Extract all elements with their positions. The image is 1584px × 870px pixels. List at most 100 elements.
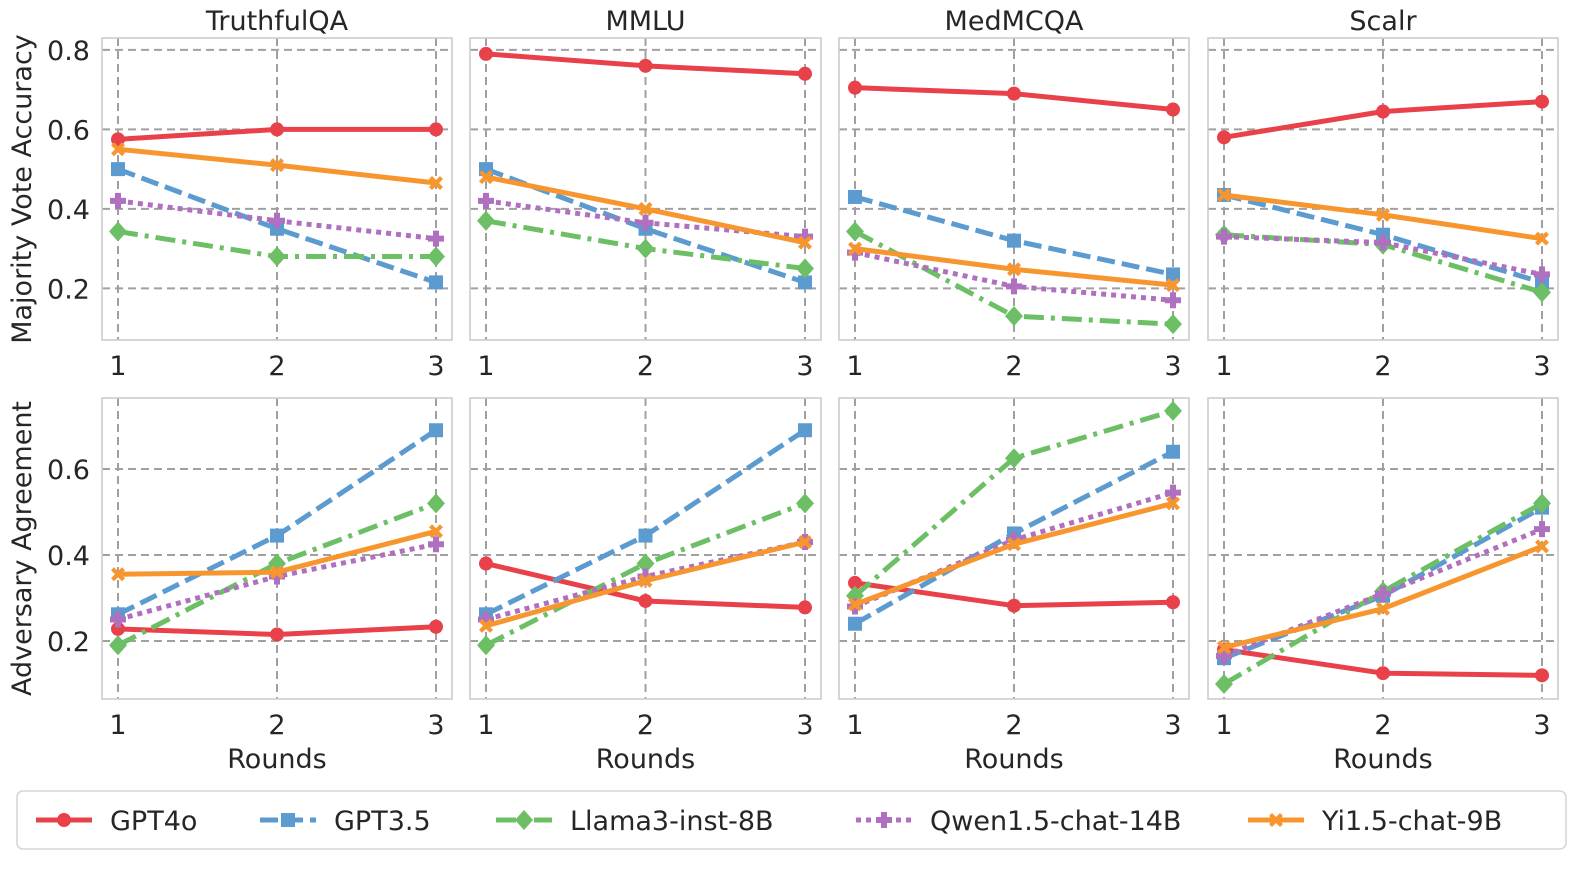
data-point-qwen1-5-chat-14b-1	[847, 244, 863, 261]
x-tick-label: 1	[846, 351, 863, 382]
data-point-qwen1-5-chat-14b-1	[1216, 228, 1232, 245]
panel-scalr-r2: 1 2 3 Rounds	[1207, 397, 1559, 775]
y-axis-label: Majority Vote Accuracy	[7, 34, 38, 344]
panel-title: MMLU	[605, 6, 685, 37]
data-point-gpt4o-2	[270, 122, 284, 137]
data-point-qwen1-5-chat-14b-2	[1006, 278, 1022, 295]
data-point-gpt4o-1	[479, 556, 493, 571]
legend: GPT4o GPT3.5 Llama3-inst-8B Qwen1.5-chat-14…	[16, 790, 1567, 850]
data-point-yi1-5-chat-9b-2	[1007, 262, 1021, 277]
data-point-gpt3-5-1	[848, 189, 862, 204]
x-tick-label: 3	[427, 351, 444, 382]
x-tick-label: 1	[477, 710, 494, 741]
x-axis-label: Rounds	[596, 744, 696, 775]
data-point-llama3-inst-8b-3	[1533, 282, 1551, 303]
y-tick-label: 0.6	[47, 115, 90, 146]
data-point-qwen1-5-chat-14b-3	[1534, 266, 1550, 283]
x-tick-label: 2	[1374, 710, 1391, 741]
series-line-qwen1-5-chat-14b	[1223, 234, 1543, 277]
legend-label-llama3-inst-8b: Llama3-inst-8B	[570, 806, 774, 837]
panel-mmlu-r1: 1 2 3 MMLU	[469, 6, 822, 382]
data-point-gpt4o-2	[638, 593, 653, 608]
panel-truthfulqa-r1: 1 2 3 0.2 0.4 0.6 0.8 Majority Vote Accuracy Tru…	[7, 6, 453, 382]
panel-title: MedMCQA	[945, 6, 1084, 37]
data-point-yi1-5-chat-9b-1	[111, 567, 125, 582]
data-point-qwen1-5-chat-14b-3	[1165, 292, 1181, 309]
legend-marker-qwen1-5-chat-14b	[876, 812, 892, 828]
data-point-yi1-5-chat-9b-1	[848, 241, 862, 256]
x-axis-label: Rounds	[227, 744, 327, 775]
data-point-llama3-inst-8b-3	[1164, 314, 1182, 335]
y-axis-label: Adversary Agreement	[7, 401, 38, 696]
x-tick-label: 2	[637, 710, 654, 741]
data-point-gpt3-5-2	[638, 528, 653, 543]
data-point-gpt3-5-3	[429, 423, 443, 438]
data-point-yi1-5-chat-9b-3	[429, 176, 443, 191]
plot-frame	[838, 397, 1190, 700]
data-point-qwen1-5-chat-14b-2	[269, 568, 285, 585]
data-point-gpt3-5-1	[111, 162, 125, 177]
x-tick-label: 3	[796, 710, 813, 741]
data-point-gpt3-5-3	[1166, 267, 1180, 282]
data-point-gpt4o-1	[1217, 130, 1231, 145]
y-tick-label: 0.4	[47, 195, 90, 226]
plot-frame	[838, 37, 1190, 341]
data-point-qwen1-5-chat-14b-1	[478, 611, 494, 628]
data-point-qwen1-5-chat-14b-3	[428, 230, 444, 247]
x-tick-label: 2	[268, 351, 285, 382]
panel-scalr-r1: 1 2 3 Scalr	[1207, 6, 1559, 382]
plot-frame	[469, 37, 822, 341]
legend-label-yi1-5-chat-9b: Yi1.5-chat-9B	[1321, 806, 1502, 837]
x-tick-label: 3	[1533, 351, 1550, 382]
data-point-yi1-5-chat-9b-1	[1217, 640, 1231, 655]
data-point-qwen1-5-chat-14b-2	[1375, 585, 1391, 602]
data-point-gpt4o-1	[479, 46, 493, 61]
data-point-gpt3-5-3	[429, 275, 443, 290]
data-point-qwen1-5-chat-14b-3	[1534, 521, 1550, 538]
data-point-yi1-5-chat-9b-3	[429, 524, 443, 539]
data-point-gpt4o-1	[111, 621, 125, 636]
data-point-yi1-5-chat-9b-2	[638, 573, 653, 588]
data-point-gpt4o-3	[1166, 595, 1180, 610]
plot-frame	[469, 397, 822, 700]
data-point-llama3-inst-8b-3	[427, 493, 445, 514]
data-point-yi1-5-chat-9b-2	[270, 565, 284, 580]
data-point-yi1-5-chat-9b-1	[1217, 187, 1231, 202]
data-point-llama3-inst-8b-1	[109, 635, 127, 656]
data-point-qwen1-5-chat-14b-1	[478, 192, 494, 209]
data-point-gpt4o-3	[1535, 94, 1549, 109]
panel-title: Scalr	[1349, 6, 1417, 37]
data-point-yi1-5-chat-9b-3	[798, 535, 812, 550]
data-point-qwen1-5-chat-14b-2	[1375, 234, 1391, 251]
data-point-gpt4o-3	[429, 619, 443, 634]
data-point-yi1-5-chat-9b-1	[479, 170, 493, 185]
data-point-llama3-inst-8b-1	[109, 221, 127, 242]
data-point-yi1-5-chat-9b-1	[111, 142, 125, 157]
data-point-llama3-inst-8b-3	[1533, 493, 1551, 514]
x-axis-label: Rounds	[1333, 744, 1433, 775]
legend-marker-gpt3-5	[281, 813, 295, 827]
plot-frame	[101, 37, 453, 341]
data-point-llama3-inst-8b-3	[427, 246, 445, 267]
y-tick-label: 0.2	[47, 627, 90, 658]
x-tick-label: 3	[1164, 710, 1181, 741]
data-point-qwen1-5-chat-14b-2	[637, 568, 654, 585]
data-point-gpt3-5-3	[1166, 444, 1180, 459]
legend-label-qwen1-5-chat-14b: Qwen1.5-chat-14B	[930, 806, 1181, 837]
x-tick-label: 3	[427, 710, 444, 741]
x-tick-label: 3	[1164, 351, 1181, 382]
plot-frame	[1207, 37, 1559, 341]
data-point-yi1-5-chat-9b-3	[1166, 278, 1180, 293]
legend-label-gpt3-5: GPT3.5	[334, 806, 431, 837]
data-point-yi1-5-chat-9b-2	[1376, 207, 1390, 222]
data-point-llama3-inst-8b-2	[268, 246, 286, 267]
y-tick-label: 0.2	[47, 274, 90, 305]
x-tick-label: 1	[1215, 351, 1232, 382]
data-point-qwen1-5-chat-14b-1	[110, 192, 126, 209]
y-tick-label: 0.6	[47, 455, 90, 486]
data-point-gpt3-5-2	[270, 528, 284, 543]
data-point-qwen1-5-chat-14b-2	[1006, 531, 1022, 548]
x-axis-label: Rounds	[964, 744, 1064, 775]
